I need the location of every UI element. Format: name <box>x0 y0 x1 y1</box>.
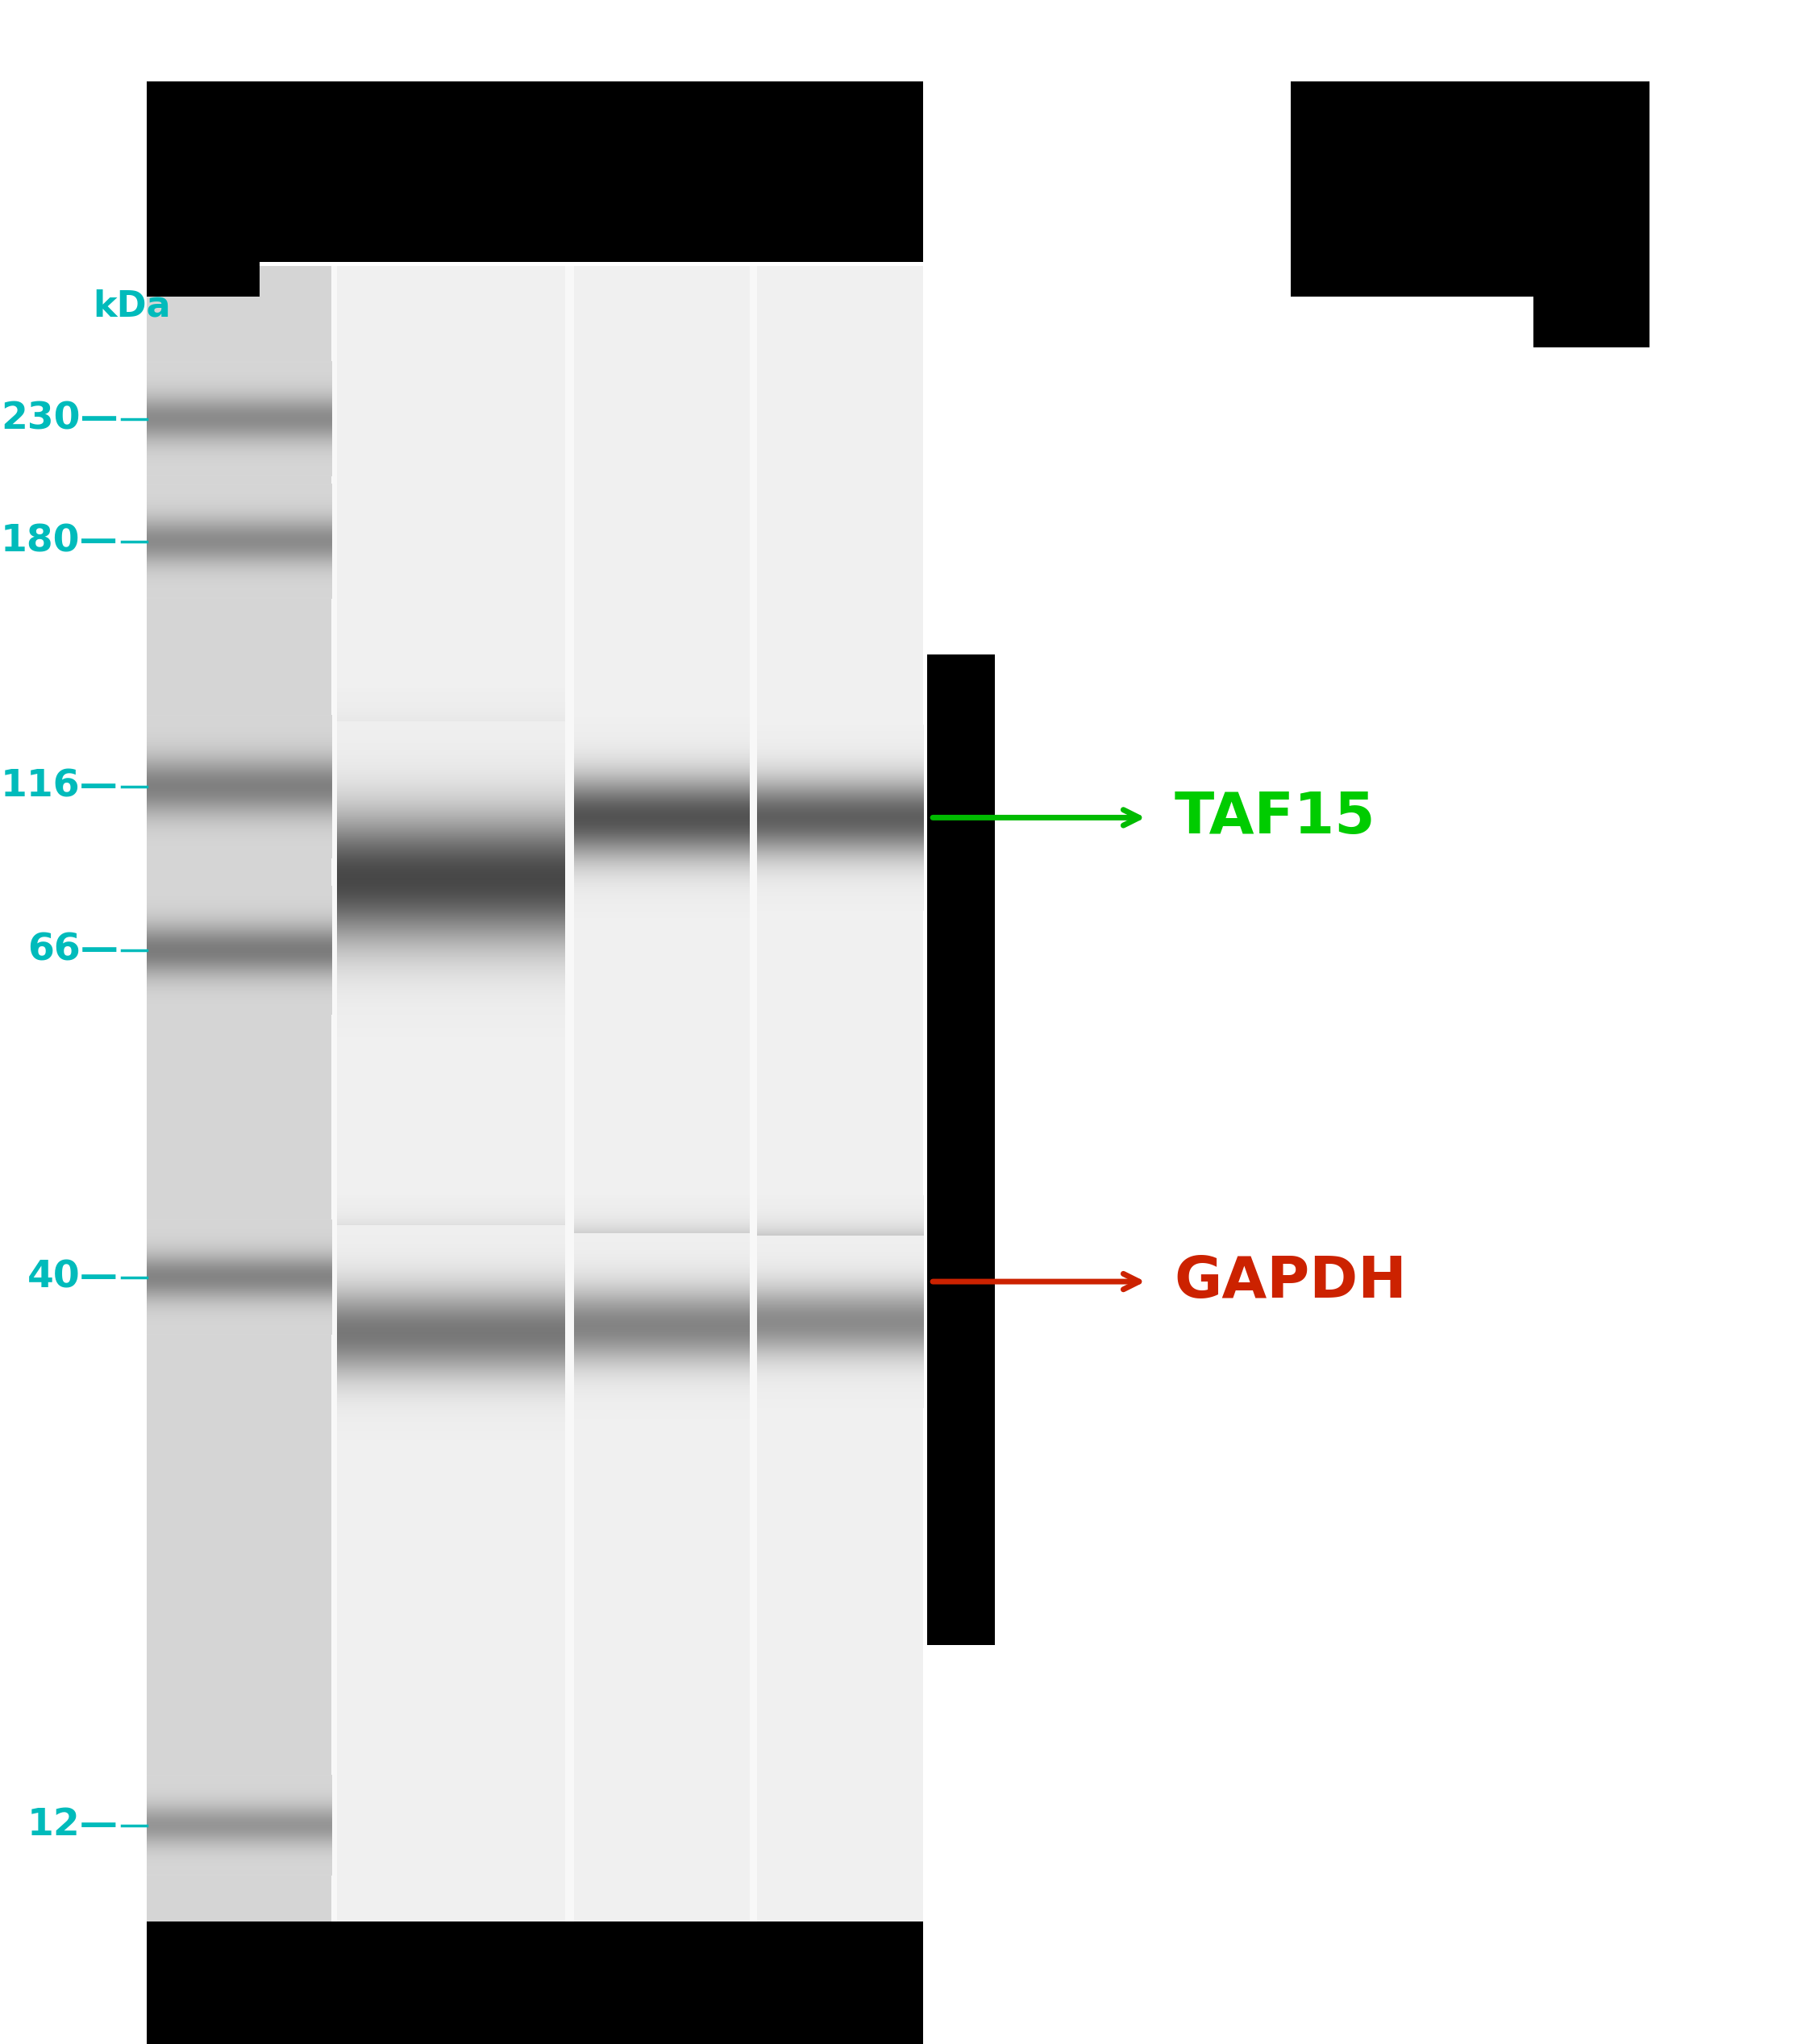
Text: 66—: 66— <box>27 932 118 969</box>
Bar <box>1291 82 1650 296</box>
Text: 180—: 180— <box>2 523 118 560</box>
Bar <box>147 82 923 262</box>
Bar <box>574 266 749 1921</box>
Text: 116—: 116— <box>0 769 118 805</box>
Bar <box>927 654 995 1645</box>
Text: 12—: 12— <box>27 1807 118 1844</box>
Bar <box>1533 296 1650 347</box>
Bar <box>147 1921 923 2044</box>
Bar <box>337 266 565 1921</box>
Bar <box>147 262 260 296</box>
Bar <box>147 266 332 1921</box>
Text: kDa: kDa <box>93 290 170 323</box>
Text: TAF15: TAF15 <box>1174 789 1375 846</box>
Text: 40—: 40— <box>27 1259 118 1296</box>
Text: 230—: 230— <box>2 401 118 437</box>
Bar <box>147 266 923 1921</box>
Text: GAPDH: GAPDH <box>1174 1253 1408 1310</box>
Bar <box>757 266 923 1921</box>
